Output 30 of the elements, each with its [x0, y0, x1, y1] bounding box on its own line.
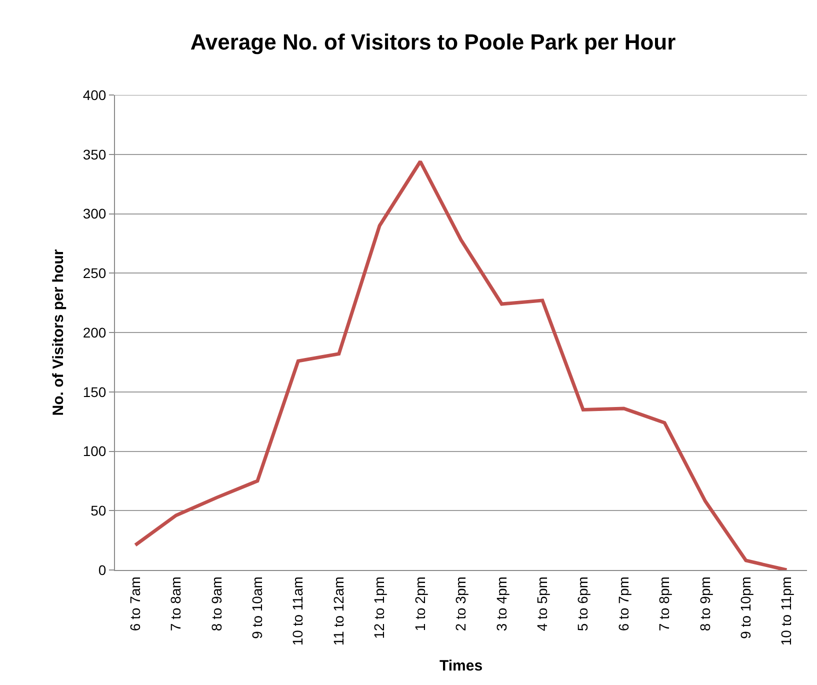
y-axis-title: No. of Visitors per hour [50, 249, 68, 416]
x-tick-label: 12 to 1pm [371, 576, 388, 639]
x-tick-label: 1 to 2pm [412, 576, 428, 632]
x-tick-label: 10 to 11pm [778, 576, 794, 646]
x-tick-label: 4 to 5pm [534, 576, 550, 632]
x-tick-label: 3 to 4pm [493, 576, 510, 632]
y-tick-label: 350 [82, 146, 106, 162]
line-series [134, 160, 788, 570]
x-axis-title: Times [439, 658, 483, 675]
x-tick-label: 8 to 9am [208, 576, 224, 632]
x-tick-label: 11 to 12am [330, 576, 346, 646]
x-tick-label: 6 to 7am [126, 576, 143, 632]
y-tick-label: 100 [82, 443, 106, 460]
y-tick-label: 400 [82, 86, 106, 103]
x-tick-label: 8 to 9pm [696, 576, 713, 632]
x-tick-label: 5 to 6pm [574, 576, 591, 632]
x-tick-label: 9 to 10am [249, 576, 266, 639]
chart-title: Average No. of Visitors to Poole Park per Hour [190, 30, 676, 55]
y-tick-label: 250 [82, 265, 106, 282]
x-tick-label: 10 to 11am [290, 576, 306, 646]
y-tick-label: 200 [82, 324, 106, 340]
x-tick-label: 2 to 3pm [452, 576, 469, 632]
y-tick-label: 50 [90, 502, 106, 519]
y-tick-label: 0 [98, 562, 106, 578]
x-tick-label: 6 to 7pm [615, 576, 632, 632]
x-tick-label: 7 to 8pm [656, 576, 672, 632]
y-tick-label: 150 [82, 384, 106, 400]
x-tick-label: 7 to 8am [168, 576, 184, 632]
x-tick-label: 9 to 10pm [737, 576, 754, 639]
y-tick-label: 300 [82, 206, 106, 222]
